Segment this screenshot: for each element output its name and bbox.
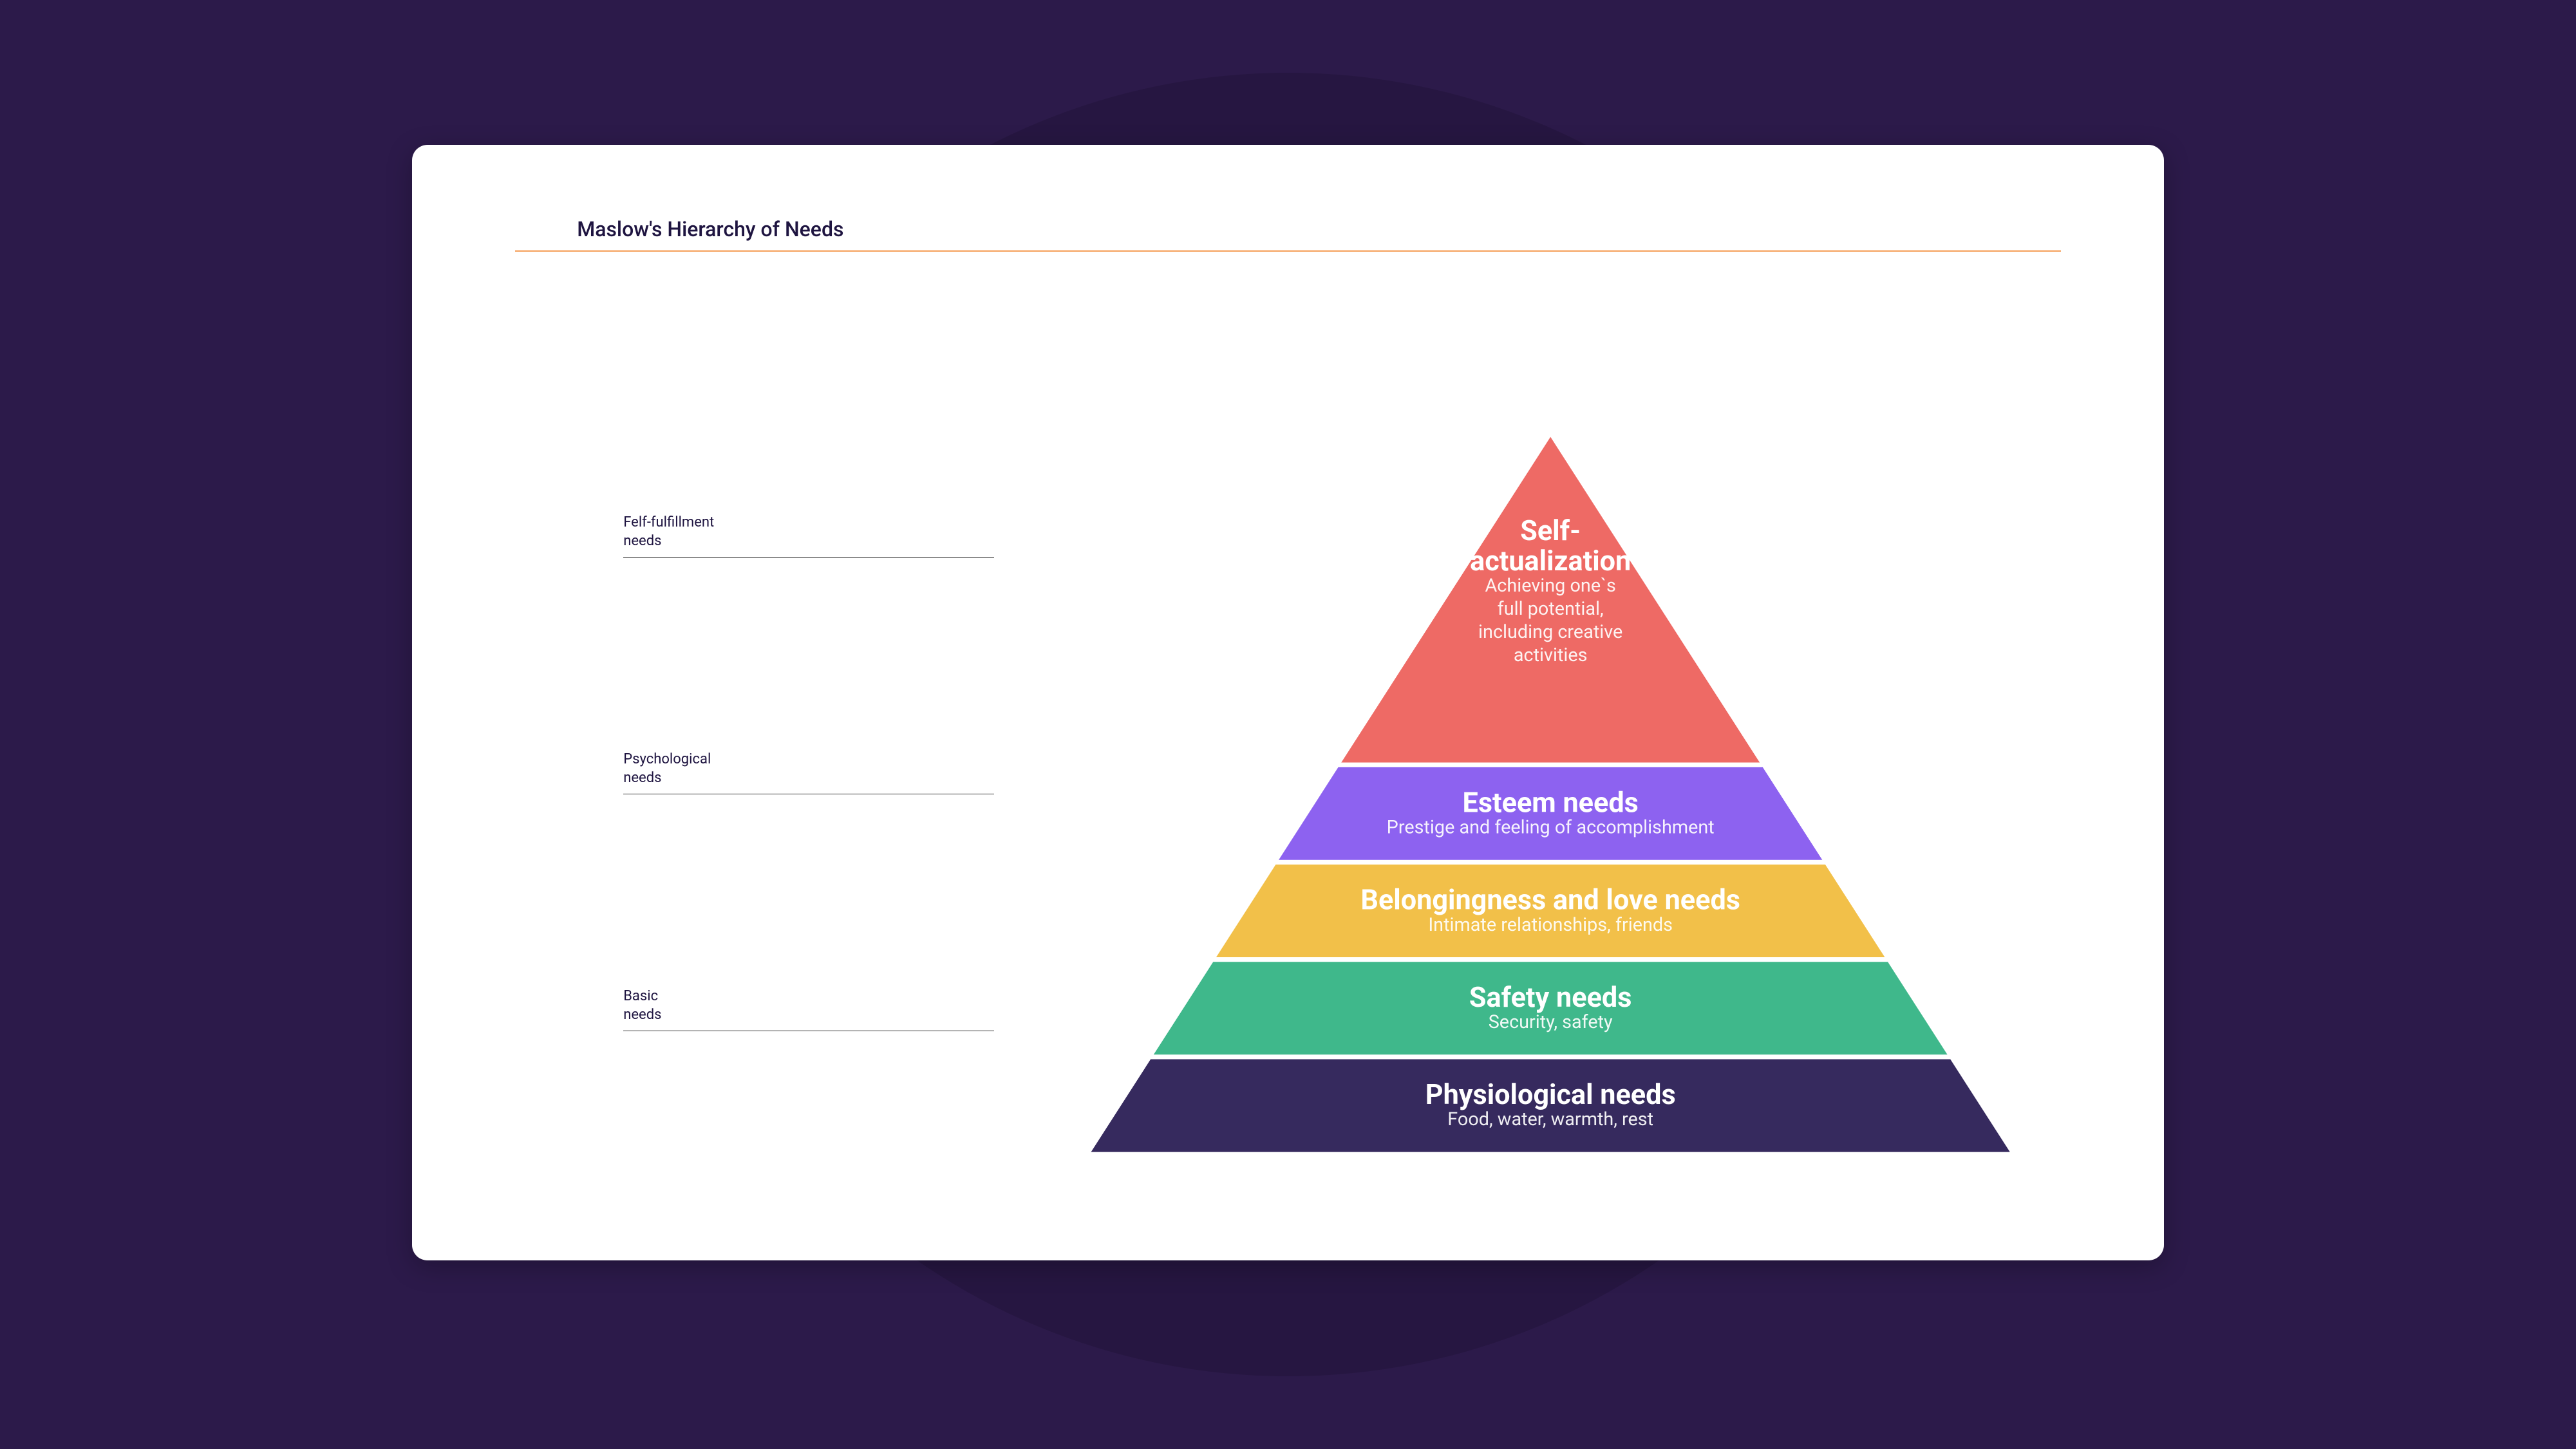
page-title: Maslow's Hierarchy of Needs: [515, 217, 2061, 241]
card: Maslow's Hierarchy of Needs Felf-fulfill…: [412, 145, 2164, 1260]
level-subtitle: including creative: [1478, 621, 1622, 643]
category-text: Basicneeds: [623, 987, 994, 1024]
level-subtitle: Security, safety: [1489, 1011, 1613, 1033]
category-text: Psychologicalneeds: [623, 751, 994, 787]
level-title: actualization: [1471, 545, 1631, 577]
category-label: Basicneeds: [623, 987, 994, 1031]
level-title: Safety needs: [1469, 981, 1632, 1014]
level-title: Physiological needs: [1425, 1078, 1676, 1111]
level-title: Esteem needs: [1463, 786, 1639, 819]
category-label: Felf-fulfillmentneeds: [623, 514, 994, 557]
level-title: Belongingness and love needs: [1361, 884, 1741, 917]
category-text: Felf-fulfillmentneeds: [623, 514, 994, 550]
level-title: Self-: [1521, 514, 1581, 547]
category-underline: [623, 557, 994, 558]
level-subtitle: Achieving one`s: [1485, 575, 1616, 597]
level-subtitle: Food, water, warmth, rest: [1448, 1108, 1654, 1130]
category-label: Psychologicalneeds: [623, 751, 994, 794]
level-subtitle: activities: [1514, 644, 1588, 666]
content-area: Felf-fulfillmentneeds Psychologicalneeds B…: [515, 258, 2061, 1205]
level-subtitle: Intimate relationships, friends: [1429, 914, 1673, 936]
level-subtitle: Prestige and feeling of accomplishment: [1387, 816, 1715, 838]
pyramid: Self-actualizationAchieving one`sfull po…: [1087, 296, 2014, 1205]
level-subtitle: full potential,: [1498, 598, 1604, 620]
accent-rule: [515, 250, 2061, 252]
